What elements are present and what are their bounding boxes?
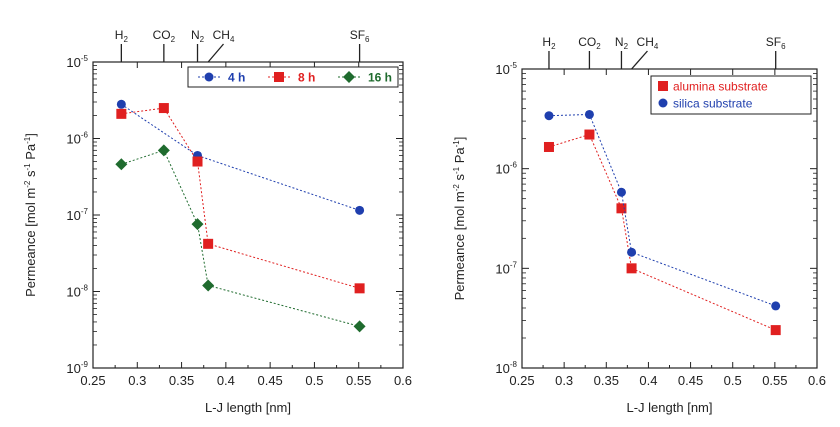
y-tick-label: 10-9: [66, 360, 88, 376]
x-tick-label: 0.3: [555, 373, 573, 388]
x-tick-label: 0.55: [762, 373, 787, 388]
legend-box: [187, 66, 399, 88]
y-axis: 10-9 10-8 10-7 10-6 10-5: [66, 54, 403, 376]
data-point: [584, 109, 594, 119]
series-line: [121, 103, 360, 211]
chart-panel-1: 0.25 0.3 0.35 0.4 0.45 0.5 0.55 0.6 10-9 10-8 10-7…: [23, 28, 412, 415]
data-point: [627, 247, 637, 257]
legend-marker: [658, 81, 668, 91]
legend-box: [650, 75, 812, 115]
x-axis: 0.25 0.3 0.35 0.4 0.45 0.5 0.55 0.6: [509, 69, 826, 388]
y-tick-label: 10-5: [495, 61, 517, 77]
data-point: [616, 187, 626, 197]
data-point: [544, 111, 554, 121]
series-line: [548, 133, 776, 331]
y-axis-title: Permeance [mol m-2 s-1 Pa-1]: [452, 137, 467, 301]
series-line: [121, 107, 360, 289]
data-point: [192, 156, 203, 167]
x-tick-label: 0.4: [639, 373, 657, 388]
y-tick-label: 10-6: [495, 161, 517, 177]
legend-label: alumina substrate: [673, 80, 768, 94]
y-tick-label: 10-5: [66, 54, 88, 70]
x-tick-label: 0.55: [346, 373, 371, 388]
chart-panel-2: 0.25 0.3 0.35 0.4 0.45 0.5 0.55 0.6 10-8 10-7 10-6…: [452, 35, 826, 415]
data-point: [202, 279, 215, 292]
x-tick-label: 0.25: [509, 373, 534, 388]
gas-pointer-line: [631, 50, 648, 70]
data-point: [771, 301, 781, 311]
legend-marker: [274, 72, 284, 82]
data-point: [543, 141, 554, 152]
series-line: [548, 113, 776, 307]
y-tick-label: 10-8: [495, 360, 517, 376]
x-tick-label: 0.45: [257, 373, 282, 388]
series-silica-substrate: [544, 109, 781, 311]
legend-label: 4 h: [228, 71, 245, 85]
data-point: [355, 205, 365, 215]
series-16-h: [115, 144, 366, 333]
gas-label: N2: [615, 35, 629, 51]
x-tick-label: 0.4: [217, 373, 235, 388]
data-point: [157, 144, 170, 157]
y-tick-label: 10-8: [66, 284, 88, 300]
data-point: [116, 108, 127, 119]
data-point: [353, 320, 366, 333]
y-axis-title: Permeance [mol m-2 s-1 Pa-1]: [23, 133, 38, 297]
legend: alumina substrate silica substrate: [650, 75, 812, 115]
y-tick-label: 10-7: [66, 207, 88, 223]
x-tick-label: 0.45: [678, 373, 703, 388]
gas-label: H2: [115, 28, 129, 44]
series-4-h: [116, 99, 365, 215]
y-axis: 10-8 10-7 10-6 10-5: [495, 61, 817, 376]
series-alumina-substrate: [543, 129, 781, 336]
data-point: [616, 203, 627, 214]
legend-marker: [658, 98, 668, 108]
x-axis-title: L-J length [nm]: [205, 400, 291, 415]
x-tick-label: 0.5: [305, 373, 323, 388]
data-point: [191, 218, 204, 231]
x-tick-label: 0.6: [808, 373, 826, 388]
x-tick-label: 0.6: [394, 373, 412, 388]
gas-label: N2: [191, 28, 205, 44]
data-point: [115, 158, 128, 171]
data-point: [584, 129, 595, 140]
legend-label: 8 h: [298, 71, 315, 85]
legend-label: silica substrate: [673, 97, 753, 111]
x-tick-label: 0.35: [169, 373, 194, 388]
x-tick-label: 0.5: [724, 373, 742, 388]
x-axis: 0.25 0.3 0.35 0.4 0.45 0.5 0.55 0.6: [80, 62, 412, 388]
legend-marker: [204, 72, 214, 82]
gas-label: H2: [542, 35, 556, 51]
data-point: [354, 283, 365, 294]
gas-label: CH4: [637, 35, 659, 51]
plot-frame: [92, 61, 404, 369]
x-tick-label: 0.3: [128, 373, 146, 388]
gas-labels: H2 CO2 N2 CH4 SF6: [542, 35, 786, 70]
gas-label: CH4: [213, 28, 235, 44]
x-axis-title: L-J length [nm]: [627, 400, 713, 415]
data-point: [203, 238, 214, 249]
gas-label: SF6: [766, 35, 786, 51]
gas-label: SF6: [350, 28, 370, 44]
gas-label: CO2: [578, 35, 601, 51]
gas-pointer-line: [207, 43, 225, 63]
gas-label: CO2: [153, 28, 176, 44]
data-point: [116, 99, 126, 109]
y-tick-label: 10-7: [495, 260, 517, 276]
legend: 4 h 8 h 16 h: [187, 66, 399, 88]
legend-marker: [343, 71, 355, 83]
legend-label: 16 h: [368, 71, 392, 85]
x-tick-label: 0.35: [594, 373, 619, 388]
gas-labels: H2 CO2 N2 CH4 SF6: [115, 28, 370, 63]
data-point: [770, 325, 781, 336]
x-tick-label: 0.25: [80, 373, 105, 388]
data-point: [158, 103, 169, 114]
series-8-h: [116, 103, 365, 294]
series-line: [121, 149, 360, 327]
data-point: [626, 263, 637, 274]
y-tick-label: 10-6: [66, 131, 88, 147]
